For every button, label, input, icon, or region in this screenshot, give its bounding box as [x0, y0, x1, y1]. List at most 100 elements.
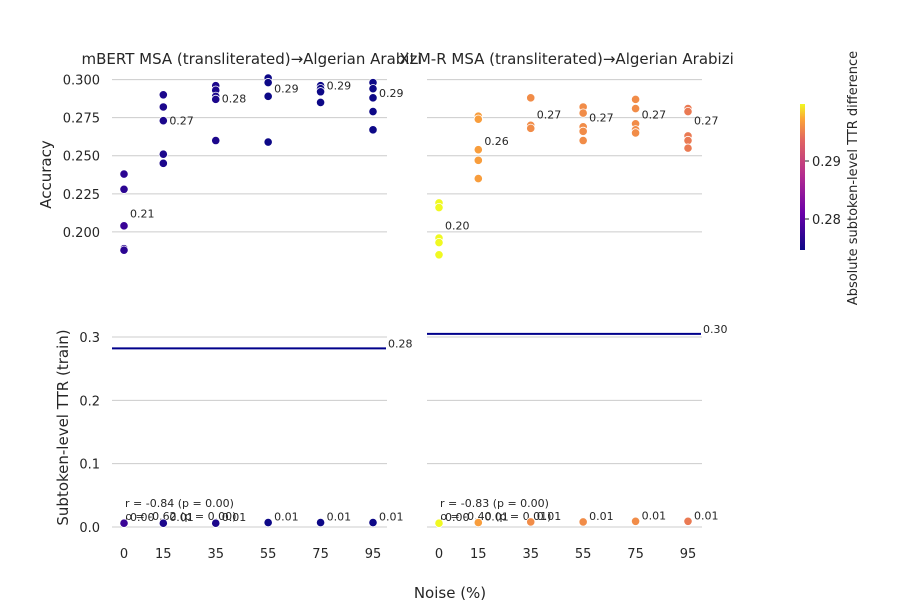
- x-tick-label: 55: [260, 547, 277, 562]
- mean-label: 0.29: [274, 83, 299, 96]
- data-point: [158, 116, 168, 126]
- colorbar-tick-label: 0.28: [812, 213, 841, 228]
- data-point: [315, 87, 326, 97]
- data-point: [683, 106, 693, 117]
- data-point: [119, 518, 129, 528]
- ttr-line-label: 0.28: [388, 337, 413, 350]
- point-label: 0.01: [642, 509, 667, 522]
- data-point: [578, 135, 588, 146]
- x-tick-label: 95: [365, 547, 382, 562]
- mean-label: 0.27: [589, 111, 614, 124]
- mean-label: 0.27: [694, 115, 719, 128]
- data-point: [158, 518, 168, 528]
- y-tick-label: 0.300: [63, 74, 100, 89]
- colorbar-label: Absolute subtoken-level TTR difference: [846, 51, 861, 305]
- x-tick-label: 95: [680, 547, 697, 562]
- point-label: 0.01: [589, 510, 614, 523]
- data-point: [119, 245, 129, 255]
- mean-label: 0.20: [445, 220, 470, 233]
- data-point: [368, 125, 378, 135]
- x-axis-label: Noise (%): [414, 584, 486, 600]
- panel-title: mBERT MSA (transliterated)→Algerian Arab…: [81, 50, 421, 68]
- data-point: [683, 516, 693, 526]
- data-point: [211, 518, 221, 528]
- point-label: 0.00: [445, 511, 470, 524]
- correlation-stat: ρ = -0.40 (p = 0.01): [440, 510, 551, 523]
- point-label: 0.01: [537, 510, 562, 523]
- ttr-line-label: 0.30: [703, 323, 728, 336]
- data-point: [119, 184, 129, 194]
- x-tick-label: 75: [312, 547, 329, 562]
- y-tick-label: 0.250: [63, 150, 100, 165]
- data-point: [473, 173, 483, 184]
- mean-label: 0.27: [537, 108, 562, 121]
- data-point: [578, 126, 588, 136]
- correlation-stat: ρ = -0.62 (p = 0.00): [125, 510, 236, 523]
- correlation-stat: r = -0.83 (p = 0.00): [440, 497, 549, 510]
- x-tick-label: 75: [627, 547, 644, 562]
- data-point: [473, 145, 483, 155]
- point-label: 0.01: [222, 511, 247, 524]
- data-point: [526, 517, 536, 527]
- point-label: 0.01: [484, 511, 509, 524]
- correlation-stat: r = -0.84 (p = 0.00): [125, 497, 234, 510]
- data-point: [211, 135, 221, 146]
- x-tick-label: 35: [522, 547, 539, 562]
- x-tick-label: 35: [207, 547, 224, 562]
- data-point: [368, 517, 378, 528]
- data-point: [630, 516, 641, 526]
- colorbar-gradient: [800, 104, 805, 250]
- data-point: [315, 517, 326, 528]
- mean-label: 0.28: [222, 92, 247, 105]
- panels: mBERT MSA (transliterated)→Algerian Arab…: [37, 50, 734, 562]
- data-point: [578, 517, 588, 527]
- data-point: [158, 158, 168, 168]
- data-point: [158, 149, 168, 159]
- data-point: [683, 143, 693, 153]
- data-point: [630, 103, 641, 114]
- point-label: 0.01: [379, 511, 404, 524]
- data-point: [526, 123, 536, 133]
- point-label: 0.01: [274, 511, 299, 524]
- data-point: [434, 518, 444, 528]
- y-tick-label: 0.2: [79, 394, 100, 409]
- data-point: [119, 169, 129, 179]
- data-point: [434, 237, 444, 248]
- mean-label: 0.26: [484, 135, 509, 148]
- x-tick-label: 15: [155, 547, 172, 562]
- y-axis-label: Subtoken-level TTR (train): [54, 329, 72, 525]
- data-point: [526, 93, 536, 103]
- data-point: [263, 78, 273, 88]
- data-point: [683, 135, 693, 146]
- panel-title: XLM-R MSA (transliterated)→Algerian Arab…: [399, 50, 734, 68]
- data-point: [434, 202, 444, 213]
- data-point: [158, 102, 168, 112]
- mean-label: 0.21: [130, 207, 155, 220]
- y-tick-label: 0.1: [79, 458, 100, 473]
- data-point: [368, 93, 378, 103]
- x-tick-label: 55: [575, 547, 592, 562]
- point-label: 0.01: [694, 509, 719, 522]
- point-label: 0.01: [169, 511, 194, 524]
- mean-label: 0.29: [327, 79, 352, 92]
- y-axis-label: Accuracy: [37, 140, 55, 209]
- data-point: [119, 221, 129, 231]
- data-point: [368, 84, 378, 94]
- data-point: [630, 128, 641, 138]
- y-tick-label: 0.3: [79, 331, 100, 346]
- data-point: [630, 94, 641, 104]
- data-point: [473, 155, 483, 165]
- data-point: [263, 517, 273, 528]
- mean-label: 0.27: [169, 115, 194, 128]
- data-point: [211, 94, 221, 104]
- data-point: [434, 250, 444, 260]
- x-tick-label: 15: [470, 547, 487, 562]
- data-point: [368, 106, 378, 117]
- point-label: 0.01: [327, 511, 352, 524]
- data-point: [263, 137, 273, 147]
- y-tick-label: 0.200: [63, 226, 100, 241]
- y-tick-label: 0.275: [63, 112, 100, 127]
- colorbar: 0.29 0.28 Absolute subtoken-level TTR di…: [800, 51, 861, 305]
- x-tick-label: 0: [120, 547, 128, 562]
